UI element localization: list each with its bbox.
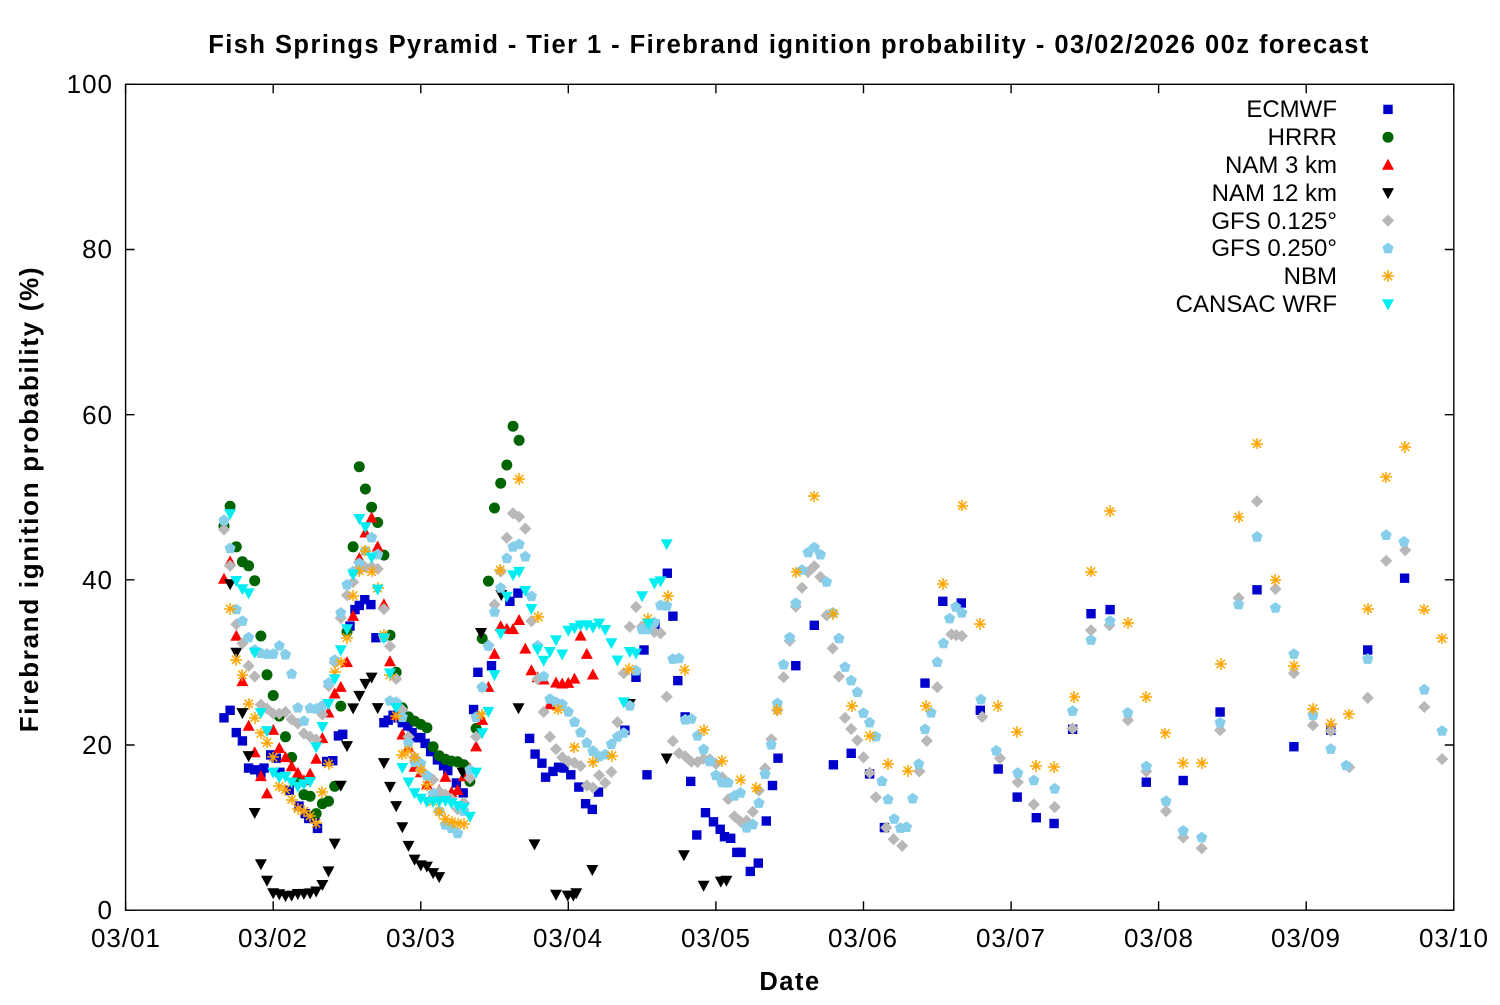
svg-text:HRRR: HRRR xyxy=(1268,124,1337,151)
svg-text:Fish Springs Pyramid - Tier 1: Fish Springs Pyramid - Tier 1 - Firebran… xyxy=(208,31,1370,59)
svg-text:NAM 12 km: NAM 12 km xyxy=(1212,180,1337,207)
svg-text:03/10: 03/10 xyxy=(1419,923,1489,953)
svg-text:03/05: 03/05 xyxy=(681,923,751,953)
svg-text:NBM: NBM xyxy=(1284,263,1337,290)
svg-text:03/09: 03/09 xyxy=(1271,923,1341,953)
svg-text:80: 80 xyxy=(82,234,113,264)
svg-text:03/01: 03/01 xyxy=(91,923,161,953)
svg-text:03/08: 03/08 xyxy=(1124,923,1194,953)
svg-text:100: 100 xyxy=(67,69,113,99)
svg-text:03/06: 03/06 xyxy=(828,923,898,953)
svg-text:GFS 0.250°: GFS 0.250° xyxy=(1211,235,1337,262)
svg-text:40: 40 xyxy=(82,565,113,595)
svg-text:Date: Date xyxy=(759,968,820,996)
svg-text:0: 0 xyxy=(98,895,113,925)
svg-text:03/02: 03/02 xyxy=(238,923,308,953)
svg-text:03/07: 03/07 xyxy=(976,923,1046,953)
svg-text:CANSAC WRF: CANSAC WRF xyxy=(1176,291,1337,318)
svg-text:ECMWF: ECMWF xyxy=(1246,96,1337,123)
svg-text:GFS 0.125°: GFS 0.125° xyxy=(1211,208,1337,235)
svg-text:NAM 3 km: NAM 3 km xyxy=(1225,152,1337,179)
svg-text:20: 20 xyxy=(82,730,113,760)
svg-text:03/04: 03/04 xyxy=(533,923,603,953)
svg-text:60: 60 xyxy=(82,400,113,430)
svg-text:03/03: 03/03 xyxy=(386,923,456,953)
svg-text:Firebrand ignition probability: Firebrand ignition probability (%) xyxy=(14,266,44,733)
